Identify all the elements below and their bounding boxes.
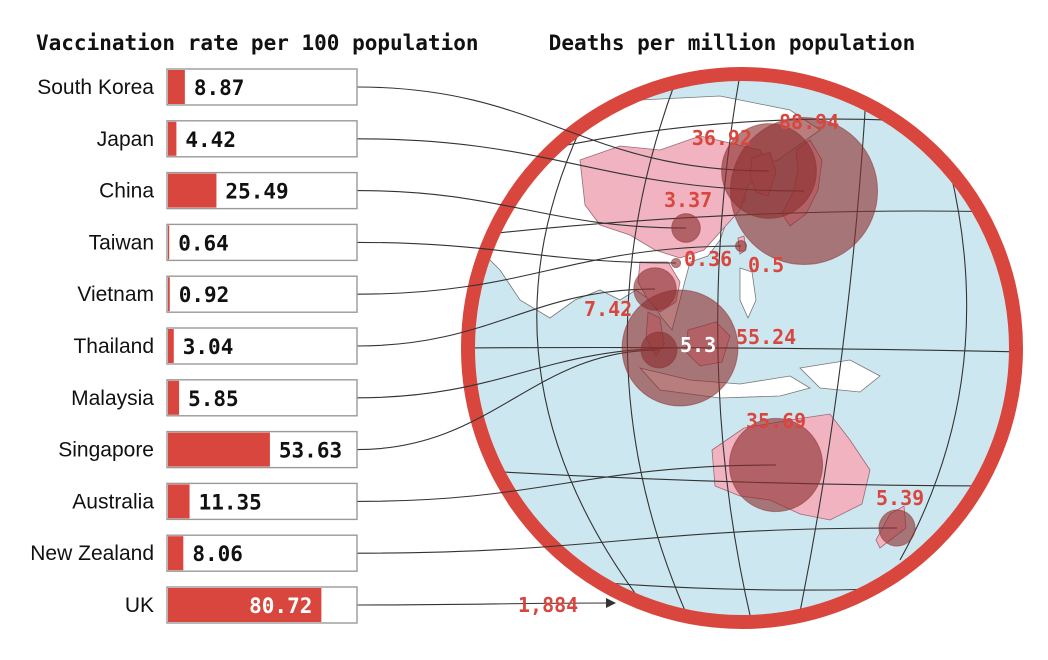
globe (461, 67, 1023, 629)
bubble-label-australia: 35.69 (746, 409, 806, 433)
bubble-label-taiwan: 0.36 (684, 247, 732, 271)
category-label-taiwan: Taiwan (89, 231, 154, 254)
bubble-australia (728, 417, 824, 513)
bar-thailand (168, 329, 174, 363)
bubble-label-malaysia: 55.24 (736, 325, 796, 349)
bubble-label-new-zealand: 5.39 (876, 486, 924, 510)
category-label-uk: UK (125, 594, 154, 617)
bubble-label-china: 3.37 (664, 188, 712, 212)
bubble-label-uk: 1,884 (518, 593, 578, 617)
bubble-label-south-korea: 36.92 (692, 126, 752, 150)
bubble-vietnam (734, 239, 748, 253)
bar-value-japan: 4.42 (185, 128, 236, 152)
land-new-guinea (799, 359, 881, 393)
bar-value-new-zealand: 8.06 (192, 542, 243, 566)
leader-line-singapore (356, 349, 660, 451)
longitude-line (899, 169, 968, 561)
bar-track-japan (166, 120, 358, 158)
globe-frame (461, 67, 1023, 629)
bar-value-malaysia: 5.85 (188, 387, 239, 411)
bubble-thailand (633, 267, 677, 311)
bar-track-taiwan (166, 223, 358, 262)
bar-value-thailand: 3.04 (183, 335, 234, 359)
leader-line-south-korea (356, 86, 770, 172)
bar-australia (168, 484, 190, 519)
bubble-uk-arrow (606, 598, 616, 608)
category-label-thailand: Thailand (73, 335, 154, 358)
bar-chart: South Korea 8.87 Japan 4.42 China 25.49 Taiwan… (30, 68, 358, 624)
bar-japan (168, 121, 177, 156)
bar-uk (168, 588, 322, 622)
bubble-label-thailand: 7.42 (584, 297, 632, 321)
category-label-singapore: Singapore (58, 439, 154, 462)
leader-line-taiwan (356, 241, 677, 264)
bar-track-thailand (166, 327, 358, 365)
land-philippines (739, 267, 757, 319)
bar-value-singapore: 53.63 (279, 439, 342, 463)
bar-value-vietnam: 0.92 (179, 283, 230, 307)
bar-new-zealand (168, 536, 184, 571)
bar-taiwan (168, 225, 170, 260)
bar-chart-title: Vaccination rate per 100 population (36, 31, 479, 55)
leader-line-china (356, 190, 687, 229)
bar-vietnam (168, 277, 170, 312)
bar-value-uk: 80.72 (249, 594, 312, 618)
bar-south-korea (168, 70, 185, 104)
category-label-australia: Australia (72, 490, 154, 513)
bar-value-taiwan: 0.64 (178, 231, 229, 255)
leader-line-new-zealand (356, 527, 898, 554)
bar-track-south-korea (166, 68, 358, 106)
bubble-label-japan: 88.94 (779, 110, 839, 134)
leader-line-thailand (356, 288, 656, 347)
bubble-singapore (640, 331, 678, 369)
category-label-south-korea: South Korea (37, 76, 154, 99)
bar-value-china: 25.49 (225, 180, 288, 204)
category-label-japan: Japan (97, 128, 154, 151)
bubble-malaysia (621, 289, 739, 407)
bar-value-australia: 11.35 (199, 490, 262, 514)
leader-line-uk (356, 602, 613, 606)
bar-singapore (168, 432, 270, 467)
bar-track-new-zealand (166, 534, 358, 572)
category-label-china: China (99, 180, 154, 203)
category-label-vietnam: Vietnam (77, 283, 154, 306)
map-chart-title: Deaths per million population (549, 31, 916, 55)
category-label-new-zealand: New Zealand (30, 542, 154, 565)
bar-track-vietnam (166, 275, 358, 313)
bar-malaysia (168, 380, 180, 415)
leader-line-vietnam (356, 245, 742, 295)
bubble-new-zealand (878, 509, 916, 547)
bubble-china (671, 213, 701, 243)
leader-line-australia (356, 464, 777, 502)
bubble-map: 36.92 88.94 3.37 0.36 0.5 7.42 55.24 5.3 35.69 5.… (518, 110, 924, 617)
bar-value-south-korea: 8.87 (194, 76, 245, 100)
category-label-malaysia: Malaysia (71, 387, 154, 410)
bubble-label-singapore: 5.3 (680, 333, 716, 357)
bubble-taiwan (670, 257, 682, 269)
bar-china (168, 173, 217, 208)
bar-track-malaysia (166, 379, 358, 417)
bubble-south-korea (721, 123, 817, 219)
bubble-label-vietnam: 0.5 (748, 253, 784, 277)
bar-track-australia (166, 482, 358, 521)
